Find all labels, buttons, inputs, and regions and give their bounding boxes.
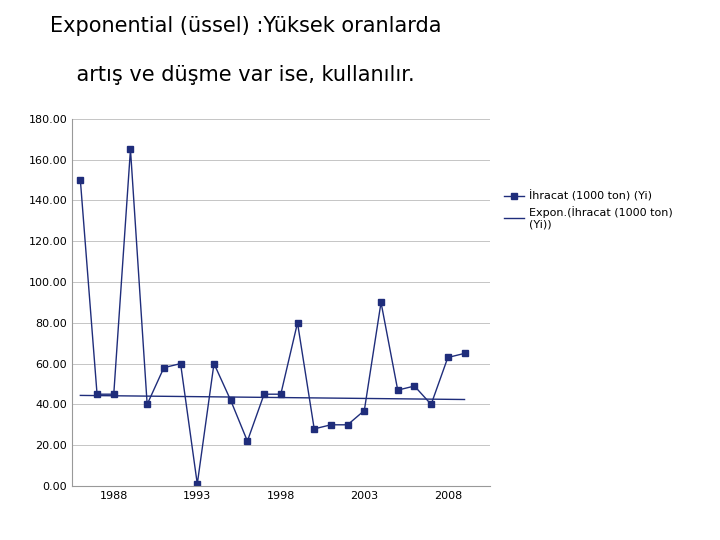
İhracat (1000 ton) (Yi): [226, 397, 235, 403]
İhracat (1000 ton) (Yi): [460, 350, 469, 356]
Expon.(İhracat (1000 ton)
(Yi)): [400, 396, 408, 402]
İhracat (1000 ton) (Yi): [444, 354, 452, 361]
İhracat (1000 ton) (Yi): [276, 391, 285, 397]
Expon.(İhracat (1000 ton)
(Yi)): [76, 392, 85, 399]
Expon.(İhracat (1000 ton)
(Yi)): [77, 392, 86, 399]
İhracat (1000 ton) (Yi): [126, 146, 135, 153]
Expon.(İhracat (1000 ton)
(Yi)): [303, 395, 312, 401]
İhracat (1000 ton) (Yi): [427, 401, 436, 408]
İhracat (1000 ton) (Yi): [393, 387, 402, 393]
Expon.(İhracat (1000 ton)
(Yi)): [305, 395, 313, 401]
İhracat (1000 ton) (Yi): [93, 391, 102, 397]
İhracat (1000 ton) (Yi): [243, 438, 252, 444]
İhracat (1000 ton) (Yi): [377, 299, 385, 306]
Legend: İhracat (1000 ton) (Yi), Expon.(İhracat (1000 ton)
(Yi)): İhracat (1000 ton) (Yi), Expon.(İhracat …: [503, 191, 672, 230]
İhracat (1000 ton) (Yi): [260, 391, 269, 397]
İhracat (1000 ton) (Yi): [143, 401, 151, 408]
İhracat (1000 ton) (Yi): [193, 481, 202, 487]
Expon.(İhracat (1000 ton)
(Yi)): [460, 396, 469, 403]
İhracat (1000 ton) (Yi): [109, 391, 118, 397]
Text: Exponential (üssel) :Yüksek oranlarda: Exponential (üssel) :Yüksek oranlarda: [50, 16, 442, 36]
Line: Expon.(İhracat (1000 ton)
(Yi)): Expon.(İhracat (1000 ton) (Yi)): [81, 395, 464, 400]
Line: İhracat (1000 ton) (Yi): İhracat (1000 ton) (Yi): [78, 147, 467, 487]
İhracat (1000 ton) (Yi): [76, 177, 85, 183]
Text: artış ve düşme var ise, kullanılır.: artış ve düşme var ise, kullanılır.: [50, 65, 415, 85]
Expon.(İhracat (1000 ton)
(Yi)): [311, 395, 320, 401]
İhracat (1000 ton) (Yi): [410, 383, 419, 389]
İhracat (1000 ton) (Yi): [360, 407, 369, 414]
İhracat (1000 ton) (Yi): [327, 422, 336, 428]
İhracat (1000 ton) (Yi): [160, 364, 168, 371]
İhracat (1000 ton) (Yi): [310, 426, 318, 432]
İhracat (1000 ton) (Yi): [176, 360, 185, 367]
İhracat (1000 ton) (Yi): [210, 360, 218, 367]
Expon.(İhracat (1000 ton)
(Yi)): [424, 396, 433, 402]
İhracat (1000 ton) (Yi): [343, 422, 352, 428]
İhracat (1000 ton) (Yi): [293, 320, 302, 326]
